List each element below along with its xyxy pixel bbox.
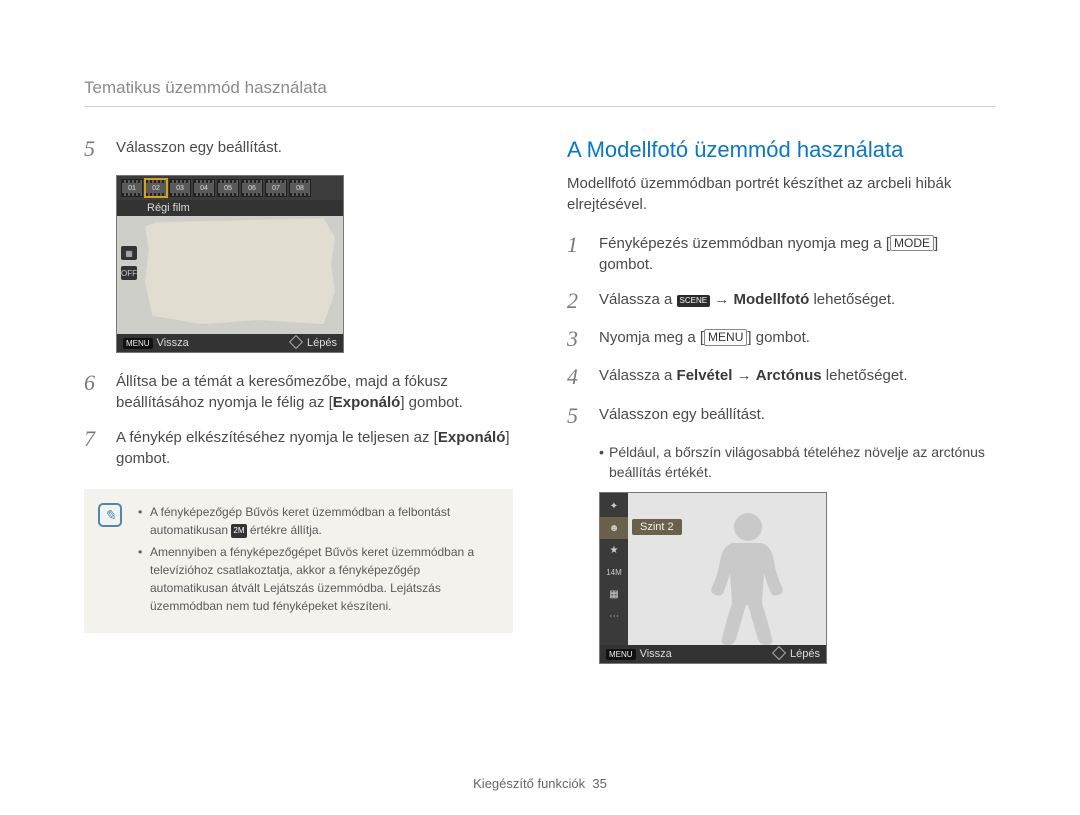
person-silhouette-icon bbox=[698, 505, 798, 645]
step-number: 2 bbox=[567, 289, 587, 313]
menu-button-icon: MENU bbox=[704, 329, 747, 345]
resolution-chip-icon: 2M bbox=[231, 524, 246, 538]
grid-icon: ▦ bbox=[121, 246, 137, 260]
preview-area: ✦ ☻ ★ 14M ▦ ⋯ Szint 2 bbox=[600, 493, 826, 645]
preview-area: ▦ OFF bbox=[117, 216, 343, 334]
two-column-layout: 5 Válasszon egy beállítást. 01 02 03 04 … bbox=[84, 137, 996, 664]
step-label: Lépés bbox=[291, 337, 337, 349]
step-number: 7 bbox=[84, 427, 104, 469]
sparkle-icon: ✦ bbox=[600, 495, 628, 517]
page: Tematikus üzemmód használata 5 Válasszon… bbox=[0, 0, 1080, 664]
section-title: A Modellfotó üzemmód használata bbox=[567, 137, 996, 163]
star-icon: ★ bbox=[600, 539, 628, 561]
step-number: 6 bbox=[84, 371, 104, 413]
film-frame-icon: 04 bbox=[193, 179, 215, 197]
film-frame-icon: 06 bbox=[241, 179, 263, 197]
step-text: Válasszon egy beállítást. bbox=[116, 137, 513, 161]
back-label: MENUVissza bbox=[123, 337, 189, 349]
sub-bullet: Például, a bőrszín világosabbá tételéhez… bbox=[567, 442, 996, 483]
step-number: 1 bbox=[567, 233, 587, 275]
step-2-right: 2 Válassza a SCENE → Modellfotó lehetősé… bbox=[567, 289, 996, 313]
dpad-icon bbox=[772, 646, 786, 660]
left-icon-column: ✦ ☻ ★ 14M ▦ ⋯ bbox=[600, 493, 628, 645]
step-text: Fényképezés üzemmódban nyomja meg a [MOD… bbox=[599, 233, 996, 275]
camera-display-2: ✦ ☻ ★ 14M ▦ ⋯ Szint 2 MENUVi bbox=[599, 492, 827, 664]
dpad-icon bbox=[289, 335, 303, 349]
parchment-preview bbox=[145, 218, 335, 324]
step-text: A fénykép elkészítéséhez nyomja le telje… bbox=[116, 427, 513, 469]
resolution-icon: 14M bbox=[600, 561, 628, 583]
menu-chip-icon: MENU bbox=[123, 338, 153, 349]
step-5-right: 5 Válasszon egy beállítást. bbox=[567, 404, 996, 428]
note-icon: ✎ bbox=[98, 503, 122, 527]
camera-footer: MENUVissza Lépés bbox=[600, 645, 826, 663]
note-item: Amennyiben a fényképezőgépet Bűvös keret… bbox=[138, 543, 497, 615]
note-box: ✎ A fényképezőgép Bűvös keret üzemmódban… bbox=[84, 489, 513, 633]
film-frame-icon: 02 bbox=[145, 179, 167, 197]
level-pill: Szint 2 bbox=[632, 519, 682, 535]
film-frame-icon: 01 bbox=[121, 179, 143, 197]
step-text: Válasszon egy beállítást. bbox=[599, 404, 996, 428]
step-number: 5 bbox=[567, 404, 587, 428]
step-3-right: 3 Nyomja meg a [MENU] gombot. bbox=[567, 327, 996, 351]
selected-filter-label: Régi film bbox=[117, 200, 343, 216]
step-number: 4 bbox=[567, 365, 587, 389]
step-text: Nyomja meg a [MENU] gombot. bbox=[599, 327, 996, 351]
step-1-right: 1 Fényképezés üzemmódban nyomja meg a [M… bbox=[567, 233, 996, 275]
mode-button-icon: MODE bbox=[890, 235, 934, 251]
step-4-right: 4 Válassza a Felvétel → Arctónus lehetős… bbox=[567, 365, 996, 389]
page-footer: Kiegészítő funkciók 35 bbox=[0, 776, 1080, 791]
right-column: A Modellfotó üzemmód használata Modellfo… bbox=[567, 137, 996, 664]
off-icon: OFF bbox=[121, 266, 137, 280]
camera-footer: MENUVissza Lépés bbox=[117, 334, 343, 352]
face-tone-icon: ☻ bbox=[600, 517, 628, 539]
step-5-left: 5 Válasszon egy beállítást. bbox=[84, 137, 513, 161]
film-frame-icon: 03 bbox=[169, 179, 191, 197]
step-label: Lépés bbox=[774, 648, 820, 660]
divider-line bbox=[84, 106, 996, 107]
film-frame-icon: 07 bbox=[265, 179, 287, 197]
left-column: 5 Válasszon egy beállítást. 01 02 03 04 … bbox=[84, 137, 513, 664]
film-strip: 01 02 03 04 05 06 07 08 bbox=[117, 176, 343, 200]
back-label: MENUVissza bbox=[606, 648, 672, 660]
step-text: Válassza a SCENE → Modellfotó lehetősége… bbox=[599, 289, 996, 313]
quality-icon: ▦ bbox=[600, 583, 628, 605]
scene-chip-icon: SCENE bbox=[677, 295, 711, 307]
side-icons: ▦ OFF bbox=[121, 246, 137, 280]
camera-display-1: 01 02 03 04 05 06 07 08 Régi film ▦ OFF bbox=[116, 175, 344, 353]
film-frame-icon: 05 bbox=[217, 179, 239, 197]
note-item: A fényképezőgép Bűvös keret üzemmódban a… bbox=[138, 503, 497, 539]
step-7-left: 7 A fénykép elkészítéséhez nyomja le tel… bbox=[84, 427, 513, 469]
section-intro: Modellfotó üzemmódban portrét készíthet … bbox=[567, 173, 996, 215]
more-icon: ⋯ bbox=[600, 605, 628, 627]
step-text: Állítsa be a témát a keresőmezőbe, majd … bbox=[116, 371, 513, 413]
step-number: 3 bbox=[567, 327, 587, 351]
menu-chip-icon: MENU bbox=[606, 649, 636, 660]
step-number: 5 bbox=[84, 137, 104, 161]
step-text: Válassza a Felvétel → Arctónus lehetőség… bbox=[599, 365, 996, 389]
chapter-title: Tematikus üzemmód használata bbox=[84, 78, 996, 98]
film-frame-icon: 08 bbox=[289, 179, 311, 197]
step-6-left: 6 Állítsa be a témát a keresőmezőbe, maj… bbox=[84, 371, 513, 413]
